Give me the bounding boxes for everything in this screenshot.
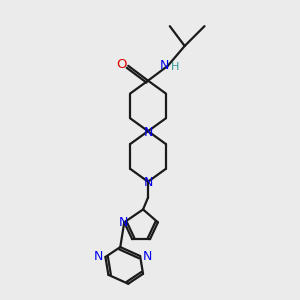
Text: N: N — [143, 176, 153, 189]
Text: O: O — [116, 58, 127, 71]
Text: N: N — [143, 126, 153, 139]
Text: N: N — [118, 216, 128, 229]
Text: N: N — [94, 250, 103, 263]
Text: H: H — [171, 62, 179, 72]
Text: N: N — [160, 59, 170, 72]
Text: N: N — [142, 250, 152, 262]
